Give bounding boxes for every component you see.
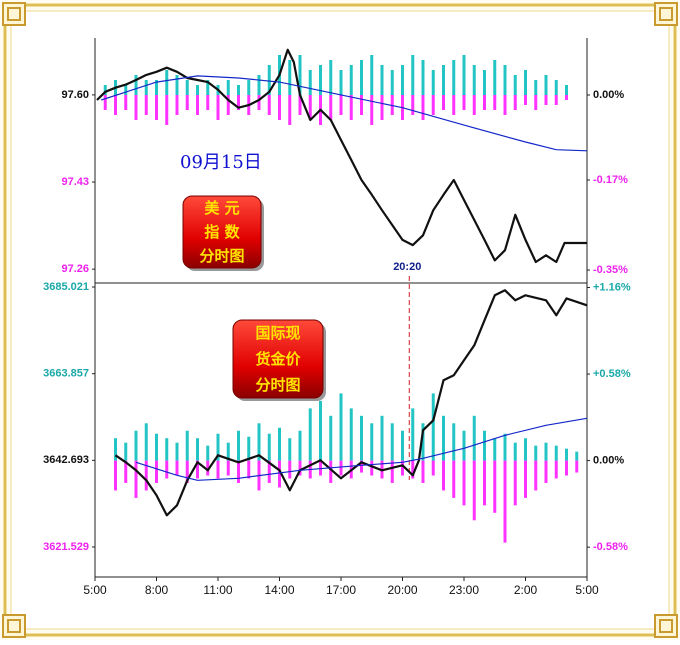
y2-tick-label: +1.16% [593,281,631,293]
price-line [114,289,588,517]
x-tick-label: 5:00 [575,583,599,597]
x-tick-label: 8:00 [145,583,169,597]
y2-tick-label: 0.00% [593,89,624,101]
x-tick-label: 23:00 [449,583,479,597]
badge-text: 分时图 [255,376,300,394]
badge-box [182,195,262,269]
x-tick-label: 5:00 [83,583,107,597]
y2-tick-label: -0.35% [593,264,628,276]
date-annotation: 09月15日 [180,152,262,173]
plot: 97.60 97.43 97.26 0.00% -0.17% -0.35% 09月15日美 … [43,48,631,597]
y-tick-label: 97.43 [61,176,89,188]
y2-tick-label: -0.58% [593,541,628,553]
badge-text: 美 元 [204,199,239,217]
x-tick-label: 11:00 [203,583,232,597]
badge-text: 国际现 [255,324,300,342]
marker-label: 20:20 [393,261,421,273]
y-tick-label: 97.26 [61,263,89,275]
badge-text: 指 数 [204,223,240,241]
x-tick-label: 14:00 [264,583,294,597]
y-tick-label: 3663.857 [43,368,89,380]
frame [3,3,677,637]
y-tick-label: 3685.021 [43,281,89,293]
average-line [135,417,588,481]
badge-text: 货金价 [255,350,301,368]
y2-tick-label: +0.58% [593,368,631,380]
y-tick-label: 3621.529 [43,541,89,553]
badge-box [232,319,324,399]
x-tick-label: 17:00 [326,583,356,597]
x-tick-label: 2:00 [514,583,538,597]
average-line [101,75,588,152]
y-tick-label: 97.60 [61,89,89,101]
y-tick-label: 3642.693 [43,454,89,466]
y2-tick-label: 0.00% [593,455,624,467]
y2-tick-label: -0.17% [593,174,628,186]
badge-text: 分时图 [199,247,244,265]
price-line [96,48,587,264]
x-tick-label: 20:00 [387,583,417,597]
